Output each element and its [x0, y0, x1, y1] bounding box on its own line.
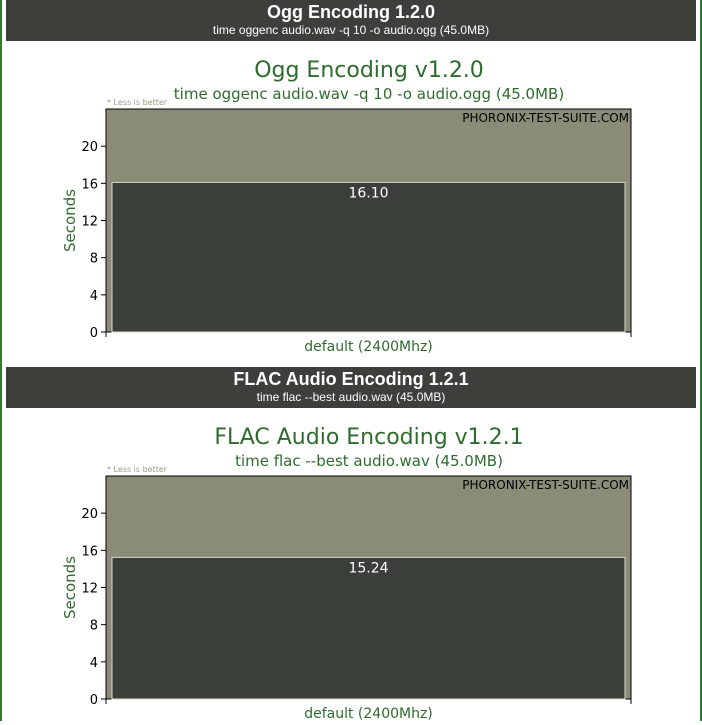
section-title: FLAC Audio Encoding 1.2.1	[233, 369, 469, 389]
chart-ogg-encoding: Ogg Encoding v1.2.0 time oggenc audio.wav…	[61, 58, 632, 355]
less-is-better-note: * Less is better	[107, 465, 168, 474]
bar	[111, 556, 626, 700]
bar-value-label: 16.10	[348, 185, 388, 201]
y-axis-label: Seconds	[61, 189, 79, 252]
y-tick-label: 8	[90, 619, 98, 634]
bar-value-label: 15.24	[348, 560, 388, 576]
chart-title: FLAC Audio Encoding v1.2.1	[214, 425, 523, 450]
watermark: PHORONIX-TEST-SUITE.COM	[462, 478, 629, 492]
y-tick-label: 20	[81, 140, 98, 155]
less-is-better-note: * Less is better	[107, 98, 168, 107]
y-tick-label: 8	[90, 252, 98, 267]
x-tick-label: default (2400Mhz)	[304, 706, 433, 722]
y-tick-label: 12	[81, 215, 98, 230]
bar	[111, 181, 626, 333]
chart-subtitle: time flac --best audio.wav (45.0MB)	[235, 452, 503, 470]
watermark: PHORONIX-TEST-SUITE.COM	[462, 111, 629, 125]
y-tick-label: 0	[90, 326, 98, 341]
y-tick-label: 4	[90, 289, 98, 304]
y-tick-label: 12	[81, 582, 98, 597]
y-tick-label: 16	[81, 177, 98, 192]
y-tick-label: 4	[90, 656, 98, 671]
y-tick-label: 0	[90, 693, 98, 708]
chart-subtitle: time oggenc audio.wav -q 10 -o audio.ogg…	[174, 85, 564, 103]
y-tick-label: 20	[81, 507, 98, 522]
section-subtitle: time oggenc audio.wav -q 10 -o audio.ogg…	[212, 23, 490, 37]
chart-flac-encoding: FLAC Audio Encoding v1.2.1 time flac --be…	[61, 425, 632, 722]
y-axis-label: Seconds	[61, 556, 79, 619]
x-tick-label: default (2400Mhz)	[304, 339, 433, 355]
section-subtitle: time flac --best audio.wav (45.0MB)	[256, 390, 446, 404]
chart-title: Ogg Encoding v1.2.0	[254, 58, 484, 83]
section-header-ogg: Ogg Encoding 1.2.0 time oggenc audio.wav…	[6, 0, 696, 41]
section-title: Ogg Encoding 1.2.0	[266, 2, 436, 22]
y-tick-label: 16	[81, 544, 98, 559]
section-header-flac: FLAC Audio Encoding 1.2.1 time flac --be…	[6, 367, 696, 408]
